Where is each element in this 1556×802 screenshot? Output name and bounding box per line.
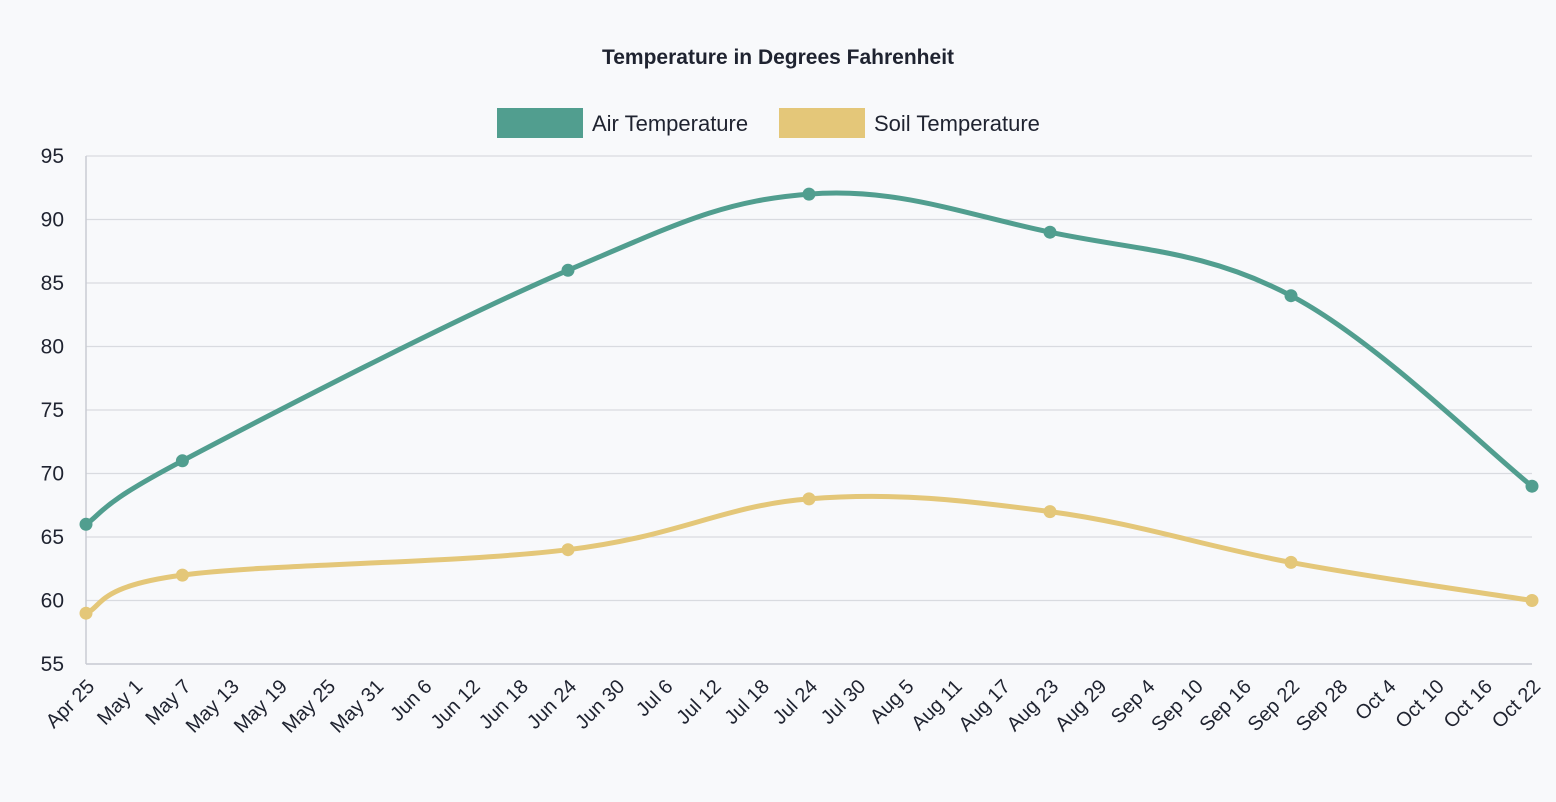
x-tick-label: Aug 17 (955, 676, 1015, 736)
legend-item-air[interactable]: Air Temperature (497, 108, 748, 138)
data-point-soil[interactable] (79, 606, 93, 620)
legend-label: Soil Temperature (874, 111, 1040, 136)
x-tick-label: May 31 (326, 676, 388, 738)
x-tick-label: May 25 (278, 676, 340, 738)
x-tick-label: Jun 24 (523, 676, 581, 734)
x-tick-label: Jul 24 (769, 676, 822, 729)
series-line-air (83, 190, 1535, 527)
data-point-soil[interactable] (175, 568, 189, 582)
y-tick-label: 80 (41, 336, 64, 359)
x-tick-label: Aug 11 (907, 676, 966, 735)
y-tick-label: 55 (41, 653, 64, 676)
y-tick-label: 75 (41, 399, 64, 422)
gridlines (86, 155, 1532, 665)
x-tick-label: Sep 28 (1292, 676, 1352, 736)
y-tick-label: 90 (41, 209, 64, 232)
x-tick-label: Aug 29 (1051, 676, 1111, 736)
series-soil-temperature (79, 492, 1539, 620)
data-point-soil[interactable] (802, 492, 816, 506)
y-tick-label: 85 (41, 272, 64, 295)
legend-item-soil[interactable]: Soil Temperature (779, 108, 1040, 138)
data-point-air[interactable] (79, 517, 93, 531)
data-point-air[interactable] (1043, 225, 1057, 239)
y-axis: 55 60 65 70 75 80 85 90 95 (41, 145, 1532, 676)
chart-title: Temperature in Degrees Fahrenheit (602, 46, 954, 69)
x-tick-label: May 1 (93, 676, 147, 730)
x-tick-label: Jul 6 (632, 676, 677, 721)
data-point-soil[interactable] (561, 543, 575, 557)
x-tick-label: Sep 10 (1147, 676, 1207, 736)
data-point-soil[interactable] (1043, 505, 1057, 519)
x-tick-label: Jun 12 (427, 676, 485, 734)
series-layer (79, 187, 1539, 620)
x-tick-label: Jul 12 (672, 676, 725, 729)
x-tick-label: Apr 25 (42, 676, 99, 733)
data-point-air[interactable] (1525, 479, 1539, 493)
x-tick-label: May 19 (230, 676, 292, 738)
legend-swatch (497, 108, 583, 138)
data-point-soil[interactable] (1525, 594, 1539, 607)
data-point-soil[interactable] (1284, 555, 1298, 569)
x-tick-label: Jun 18 (475, 676, 533, 734)
x-tick-label: Oct 16 (1440, 676, 1497, 733)
x-tick-label: Jul 30 (817, 676, 870, 729)
x-tick-label: May 13 (182, 676, 244, 738)
y-tick-label: 95 (41, 145, 64, 168)
x-tick-label: Aug 23 (1003, 676, 1063, 736)
legend: Air Temperature Soil Temperature (497, 108, 1040, 138)
data-point-air[interactable] (175, 454, 189, 468)
data-point-air[interactable] (561, 263, 575, 277)
y-tick-label: 65 (41, 526, 64, 549)
series-air-temperature (79, 187, 1539, 531)
y-tick-label: 70 (41, 463, 64, 486)
x-tick-label: Jun 30 (571, 676, 629, 734)
x-tick-label: Jul 18 (721, 676, 774, 729)
data-point-air[interactable] (1284, 289, 1298, 303)
series-line-soil (83, 493, 1535, 616)
x-tick-label: Oct 22 (1488, 676, 1545, 733)
legend-swatch (779, 108, 865, 138)
x-tick-label: Sep 16 (1196, 676, 1256, 736)
x-tick-label: Sep 22 (1244, 676, 1304, 736)
x-tick-label: Oct 10 (1392, 676, 1449, 733)
data-point-air[interactable] (802, 187, 816, 201)
y-tick-label: 60 (41, 590, 64, 613)
legend-label: Air Temperature (592, 111, 748, 136)
